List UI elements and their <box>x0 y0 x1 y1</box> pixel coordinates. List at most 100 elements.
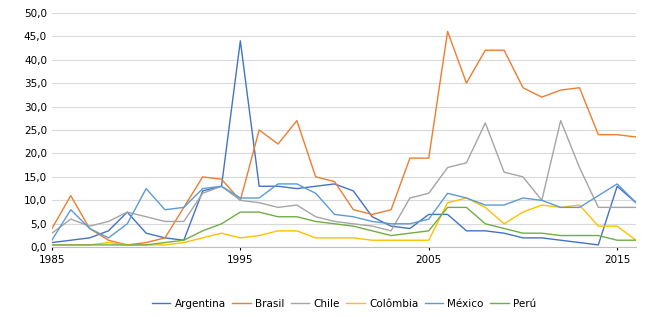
Brasil <box>482 48 489 52</box>
Perú <box>180 238 188 242</box>
Brasil <box>86 227 93 230</box>
México <box>293 182 300 186</box>
Argentina <box>519 236 527 240</box>
Perú <box>255 210 263 214</box>
Chile <box>519 175 527 179</box>
Line: Argentina: Argentina <box>52 41 636 245</box>
Colômbia <box>123 243 131 247</box>
Perú <box>594 234 602 237</box>
Chile <box>312 215 319 219</box>
Argentina <box>217 184 225 188</box>
Argentina <box>161 236 169 240</box>
Perú <box>123 243 131 247</box>
Line: Perú: Perú <box>52 207 636 245</box>
Argentina <box>199 189 206 193</box>
Perú <box>142 243 150 247</box>
Chile <box>161 220 169 223</box>
Chile <box>142 215 150 219</box>
Colômbia <box>519 210 527 214</box>
Perú <box>538 231 546 235</box>
México <box>330 212 338 216</box>
México <box>67 208 75 212</box>
Chile <box>123 210 131 214</box>
Colômbia <box>330 236 338 240</box>
Chile <box>482 121 489 125</box>
México <box>161 208 169 212</box>
Colômbia <box>67 243 75 247</box>
Perú <box>86 243 93 247</box>
Argentina <box>576 241 583 244</box>
Colômbia <box>594 224 602 228</box>
México <box>594 194 602 197</box>
Argentina <box>86 236 93 240</box>
México <box>463 196 471 200</box>
Brasil <box>425 156 433 160</box>
Line: Colômbia: Colômbia <box>52 198 636 245</box>
Colômbia <box>463 196 471 200</box>
México <box>613 182 621 186</box>
México <box>482 203 489 207</box>
Colômbia <box>387 238 395 242</box>
Argentina <box>482 229 489 233</box>
Argentina <box>500 231 508 235</box>
Chile <box>369 224 376 228</box>
Chile <box>444 165 452 169</box>
Colômbia <box>369 238 376 242</box>
Brasil <box>123 243 131 247</box>
Colômbia <box>613 224 621 228</box>
México <box>369 220 376 223</box>
Brasil <box>444 29 452 33</box>
Perú <box>217 222 225 226</box>
Chile <box>104 220 112 223</box>
Brasil <box>613 133 621 137</box>
Colômbia <box>217 231 225 235</box>
Line: Chile: Chile <box>52 120 636 233</box>
Argentina <box>330 182 338 186</box>
Colômbia <box>161 243 169 247</box>
Chile <box>613 205 621 209</box>
Brasil <box>161 236 169 240</box>
Colômbia <box>538 203 546 207</box>
Colômbia <box>312 236 319 240</box>
México <box>425 217 433 221</box>
México <box>104 236 112 240</box>
Perú <box>463 205 471 209</box>
Brasil <box>180 205 188 209</box>
Brasil <box>519 86 527 90</box>
Colômbia <box>406 238 414 242</box>
Colômbia <box>425 238 433 242</box>
Chile <box>463 161 471 165</box>
Legend: Argentina, Brasil, Chile, Colômbia, México, Perú: Argentina, Brasil, Chile, Colômbia, Méxi… <box>147 295 541 313</box>
Argentina <box>67 238 75 242</box>
México <box>387 222 395 226</box>
Brasil <box>217 177 225 181</box>
Argentina <box>293 187 300 191</box>
Argentina <box>236 39 244 43</box>
Colômbia <box>180 241 188 244</box>
Brasil <box>632 135 640 139</box>
Colômbia <box>86 243 93 247</box>
Colômbia <box>350 236 358 240</box>
Chile <box>594 205 602 209</box>
Argentina <box>142 231 150 235</box>
México <box>199 187 206 191</box>
Argentina <box>538 236 546 240</box>
Argentina <box>613 184 621 188</box>
Brasil <box>48 227 56 230</box>
Perú <box>48 243 56 247</box>
Argentina <box>425 212 433 216</box>
Chile <box>67 217 75 221</box>
Perú <box>406 231 414 235</box>
Perú <box>576 234 583 237</box>
Perú <box>330 222 338 226</box>
Colômbia <box>444 201 452 204</box>
Brasil <box>406 156 414 160</box>
Brasil <box>236 198 244 202</box>
Chile <box>48 231 56 235</box>
Brasil <box>199 175 206 179</box>
México <box>312 191 319 195</box>
México <box>557 205 565 209</box>
Argentina <box>180 238 188 242</box>
México <box>500 203 508 207</box>
Perú <box>500 227 508 230</box>
